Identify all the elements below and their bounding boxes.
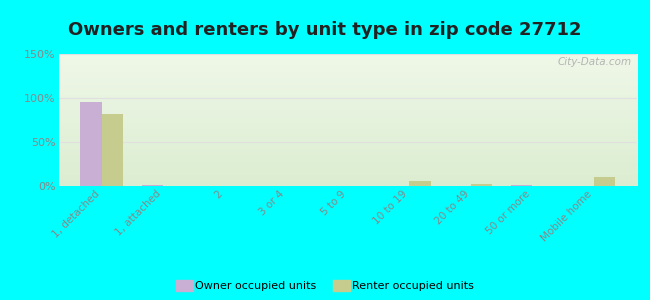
Bar xyxy=(80,102,101,186)
Text: City-Data.com: City-Data.com xyxy=(557,57,631,67)
Bar xyxy=(594,177,616,186)
Bar xyxy=(410,181,431,186)
Bar xyxy=(511,185,532,186)
Bar xyxy=(101,114,123,186)
Bar xyxy=(142,185,163,186)
Legend: Owner occupied units, Renter occupied units: Owner occupied units, Renter occupied un… xyxy=(176,281,474,291)
Text: Owners and renters by unit type in zip code 27712: Owners and renters by unit type in zip c… xyxy=(68,21,582,39)
Bar xyxy=(471,184,493,186)
